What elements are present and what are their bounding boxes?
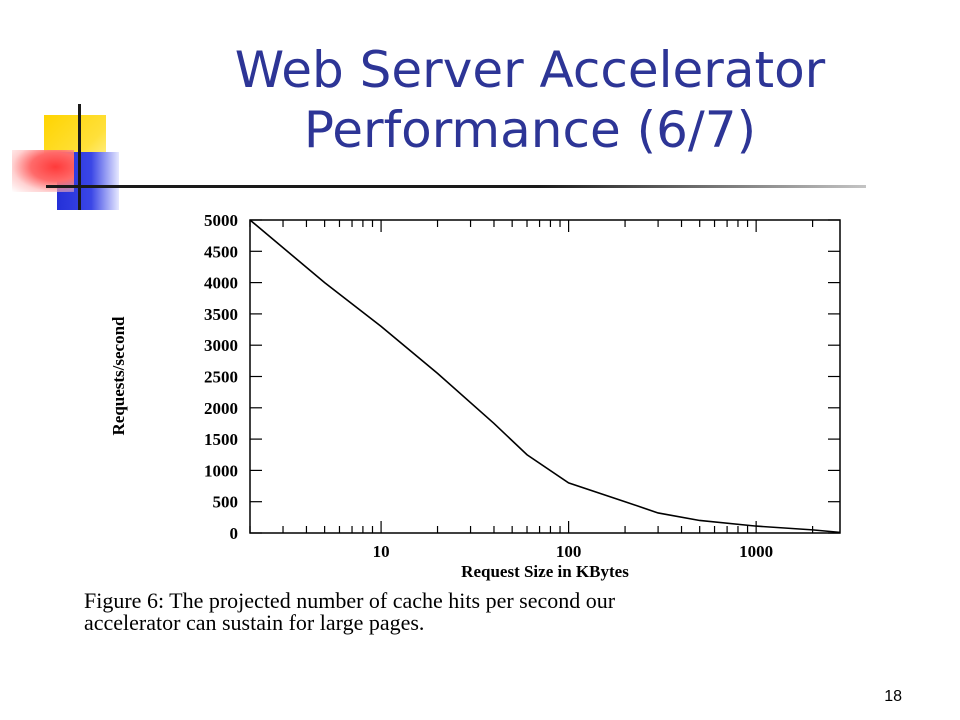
y-tick-label: 1500: [204, 430, 238, 449]
vertical-rule: [78, 104, 81, 210]
slide-title: Web Server Accelerator Performance (6/7): [150, 40, 910, 160]
figure-caption-line1: Figure 6: The projected number of cache …: [84, 588, 616, 613]
y-tick-label: 5000: [204, 211, 238, 230]
title-underline-rule: [46, 185, 866, 188]
slide-number: 18: [884, 688, 902, 705]
requests-per-second-chart: 0 500 1000 1500 2000 2500 3000 3500 4000 4500 5000…: [109, 211, 841, 581]
x-tick-label: 1000: [739, 542, 773, 561]
y-tick-label: 0: [230, 524, 239, 543]
x-axis-label: Request Size in KBytes: [461, 562, 629, 581]
figure-caption: Figure 6: The projected number of cache …: [84, 590, 904, 634]
slide-title-line2: Performance (6/7): [303, 101, 757, 159]
y-tick-label: 4000: [204, 274, 238, 293]
y-tick-label: 1000: [204, 461, 238, 480]
tick-marks: [249, 219, 840, 534]
y-tick-label: 2500: [204, 368, 238, 387]
x-tick-labels: 10 100 1000: [373, 542, 774, 561]
x-tick-label: 10: [373, 542, 390, 561]
y-tick-label: 3000: [204, 336, 238, 355]
series-line: [249, 219, 841, 534]
slide-title-line1: Web Server Accelerator: [234, 41, 826, 99]
y-tick-labels: 0 500 1000 1500 2000 2500 3000 3500 4000 4500 5000: [204, 211, 238, 543]
plot-frame: [249, 219, 841, 534]
y-tick-label: 3500: [204, 305, 238, 324]
y-tick-label: 500: [213, 493, 239, 512]
y-tick-label: 4500: [204, 242, 238, 261]
figure-caption-line2: accelerator can sustain for large pages.: [84, 610, 425, 635]
y-tick-label: 2000: [204, 399, 238, 418]
y-axis-label: Requests/second: [109, 316, 128, 436]
x-tick-label: 100: [556, 542, 582, 561]
